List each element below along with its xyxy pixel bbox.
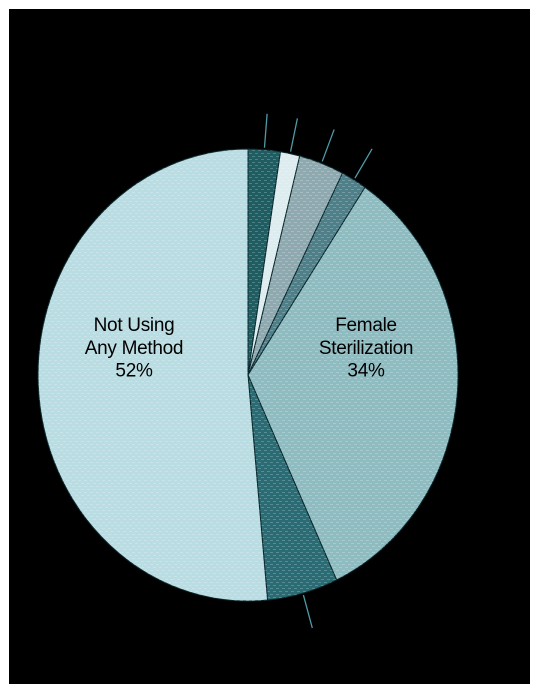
slice-label-line: Female	[335, 315, 397, 336]
slice-label-line: 52%	[115, 361, 153, 382]
slice-label-7: Not Using Any Method 52%	[85, 315, 183, 382]
slice-label-line: Not Using	[94, 315, 175, 336]
slice-label-5: Female Sterilization 34%	[319, 315, 413, 382]
pie-slice-texture	[248, 375, 337, 601]
slice-label-line: Sterilization	[319, 338, 413, 359]
pie-slices	[37, 148, 459, 602]
pie-slice-texture	[248, 173, 366, 375]
leader-lines	[263, 113, 373, 629]
pie-slice-texture	[248, 187, 459, 580]
pie-slice-7	[37, 148, 269, 602]
leader-line-4	[354, 148, 373, 179]
pie-slice-texture	[248, 155, 343, 375]
slice-label-line: Any Method	[85, 338, 183, 359]
leader-line-3	[321, 129, 335, 162]
leader-line-1	[263, 113, 268, 148]
pie-slice-5	[247, 186, 459, 581]
pie-slice-texture	[38, 149, 268, 601]
leader-line-2	[289, 118, 299, 152]
leader-line-6	[302, 594, 313, 629]
slice-label-line: 34%	[347, 361, 385, 382]
slice-labels: Female Sterilization 34% Not Using Any Metho…	[85, 315, 414, 382]
